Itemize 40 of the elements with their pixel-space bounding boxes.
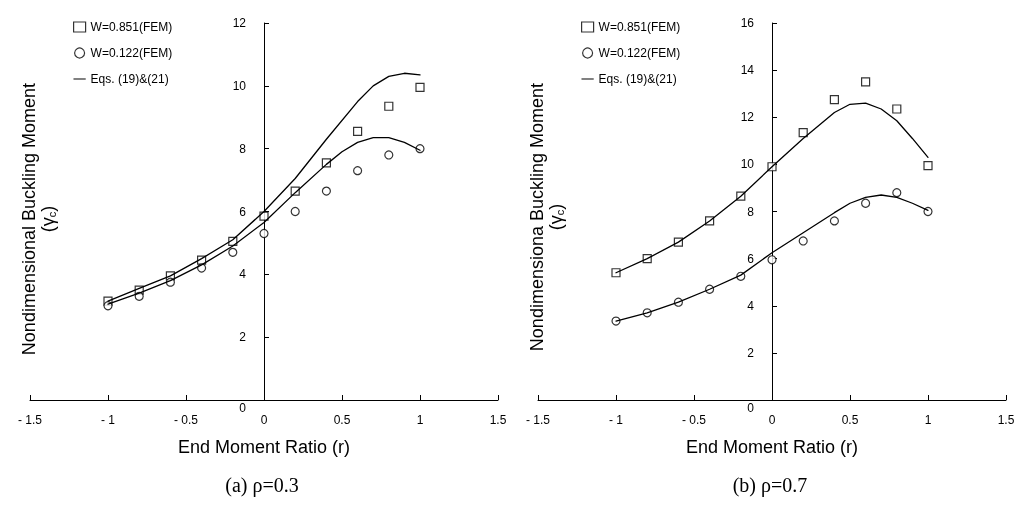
text: (b) ρ=0.7 bbox=[732, 474, 808, 497]
y-tick-label: 12 bbox=[740, 110, 755, 125]
y-tick-label: 10 bbox=[740, 157, 755, 172]
legend-label: W=0.122(FEM) bbox=[598, 46, 681, 60]
legend-label: Eqs. (19)&(21) bbox=[598, 72, 677, 86]
text: (a) ρ=0.3 bbox=[225, 474, 299, 497]
legend-label: Eqs. (19)&(21) bbox=[90, 72, 169, 86]
x-tick-label: 0 bbox=[768, 413, 776, 427]
x-tick-label: 0.5 bbox=[841, 413, 859, 427]
y-tick-label: 2 bbox=[747, 345, 755, 360]
x-tick-label: - 1.5 bbox=[17, 413, 43, 427]
y-tick-label: 8 bbox=[747, 204, 755, 219]
x-tick-label: 1.5 bbox=[489, 413, 507, 427]
legend-label: W=0.851(FEM) bbox=[598, 20, 681, 34]
x-tick-label: 1 bbox=[924, 413, 932, 427]
y-tick-label: 16 bbox=[740, 16, 755, 30]
legend-label: W=0.122(FEM) bbox=[90, 46, 173, 60]
y-tick-label: 14 bbox=[740, 63, 755, 78]
y-tick-label: 2 bbox=[239, 330, 247, 345]
x-tick-label: - 0.5 bbox=[681, 413, 707, 427]
x-tick-label: - 1 bbox=[100, 413, 116, 427]
y-tick-label: 4 bbox=[239, 267, 247, 282]
y-tick-label: 4 bbox=[747, 298, 755, 313]
y-tick-label: 12 bbox=[232, 16, 247, 30]
x-tick-label: 0.5 bbox=[333, 413, 351, 427]
x-tick-label: - 1.5 bbox=[525, 413, 551, 427]
x-tick-label: 0 bbox=[260, 413, 268, 427]
x-axis-title: End Moment Ratio (r) bbox=[685, 437, 859, 457]
y-tick-label: 6 bbox=[239, 204, 247, 219]
x-tick-label: - 0.5 bbox=[173, 413, 199, 427]
y-tick-label: 10 bbox=[232, 78, 247, 93]
y-tick-label: 6 bbox=[747, 251, 755, 266]
y-tick-label: 0 bbox=[239, 401, 247, 415]
y-tick-label: 0 bbox=[747, 401, 755, 415]
x-tick-label: - 1 bbox=[608, 413, 624, 427]
x-tick-label: 1 bbox=[416, 413, 424, 427]
y-tick-label: 8 bbox=[239, 141, 247, 156]
legend-label: W=0.851(FEM) bbox=[90, 20, 173, 34]
x-axis-title: End Moment Ratio (r) bbox=[177, 437, 351, 457]
x-tick-label: 1.5 bbox=[997, 413, 1015, 427]
